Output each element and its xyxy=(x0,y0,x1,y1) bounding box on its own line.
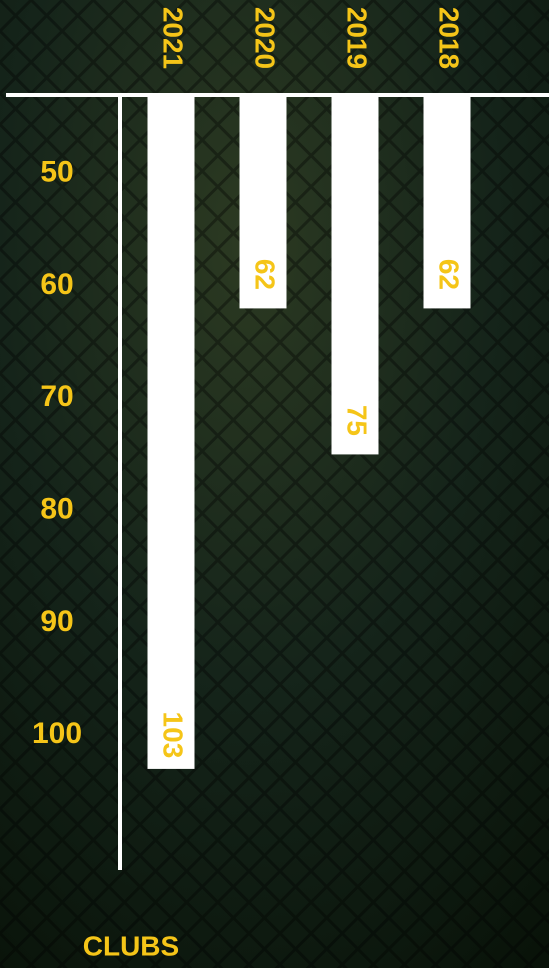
y-tick-label: 100 xyxy=(32,717,82,750)
value-label: 62 xyxy=(250,259,281,290)
bar xyxy=(148,95,195,769)
y-tick-label: 50 xyxy=(40,156,73,189)
x-tick-label: 2019 xyxy=(342,7,373,69)
chart: CLUBS 50 60 70 80 90 100 2021 103 2020 62 2019 75 20… xyxy=(0,0,549,968)
value-label: 75 xyxy=(342,405,373,436)
bar xyxy=(332,95,379,454)
y-tick-label: 80 xyxy=(40,493,73,526)
y-tick-label: 70 xyxy=(40,380,73,413)
x-tick-label: 2018 xyxy=(434,7,465,69)
y-tick-label: 60 xyxy=(40,268,73,301)
page: {"chart_data": {"type": "bar", "categori… xyxy=(0,0,549,968)
y-axis-label: CLUBS xyxy=(83,930,179,961)
value-label: 103 xyxy=(158,712,189,759)
x-tick-label: 2020 xyxy=(250,7,281,69)
value-label: 62 xyxy=(434,259,465,290)
y-tick-label: 90 xyxy=(40,605,73,638)
x-tick-label: 2021 xyxy=(158,7,189,69)
